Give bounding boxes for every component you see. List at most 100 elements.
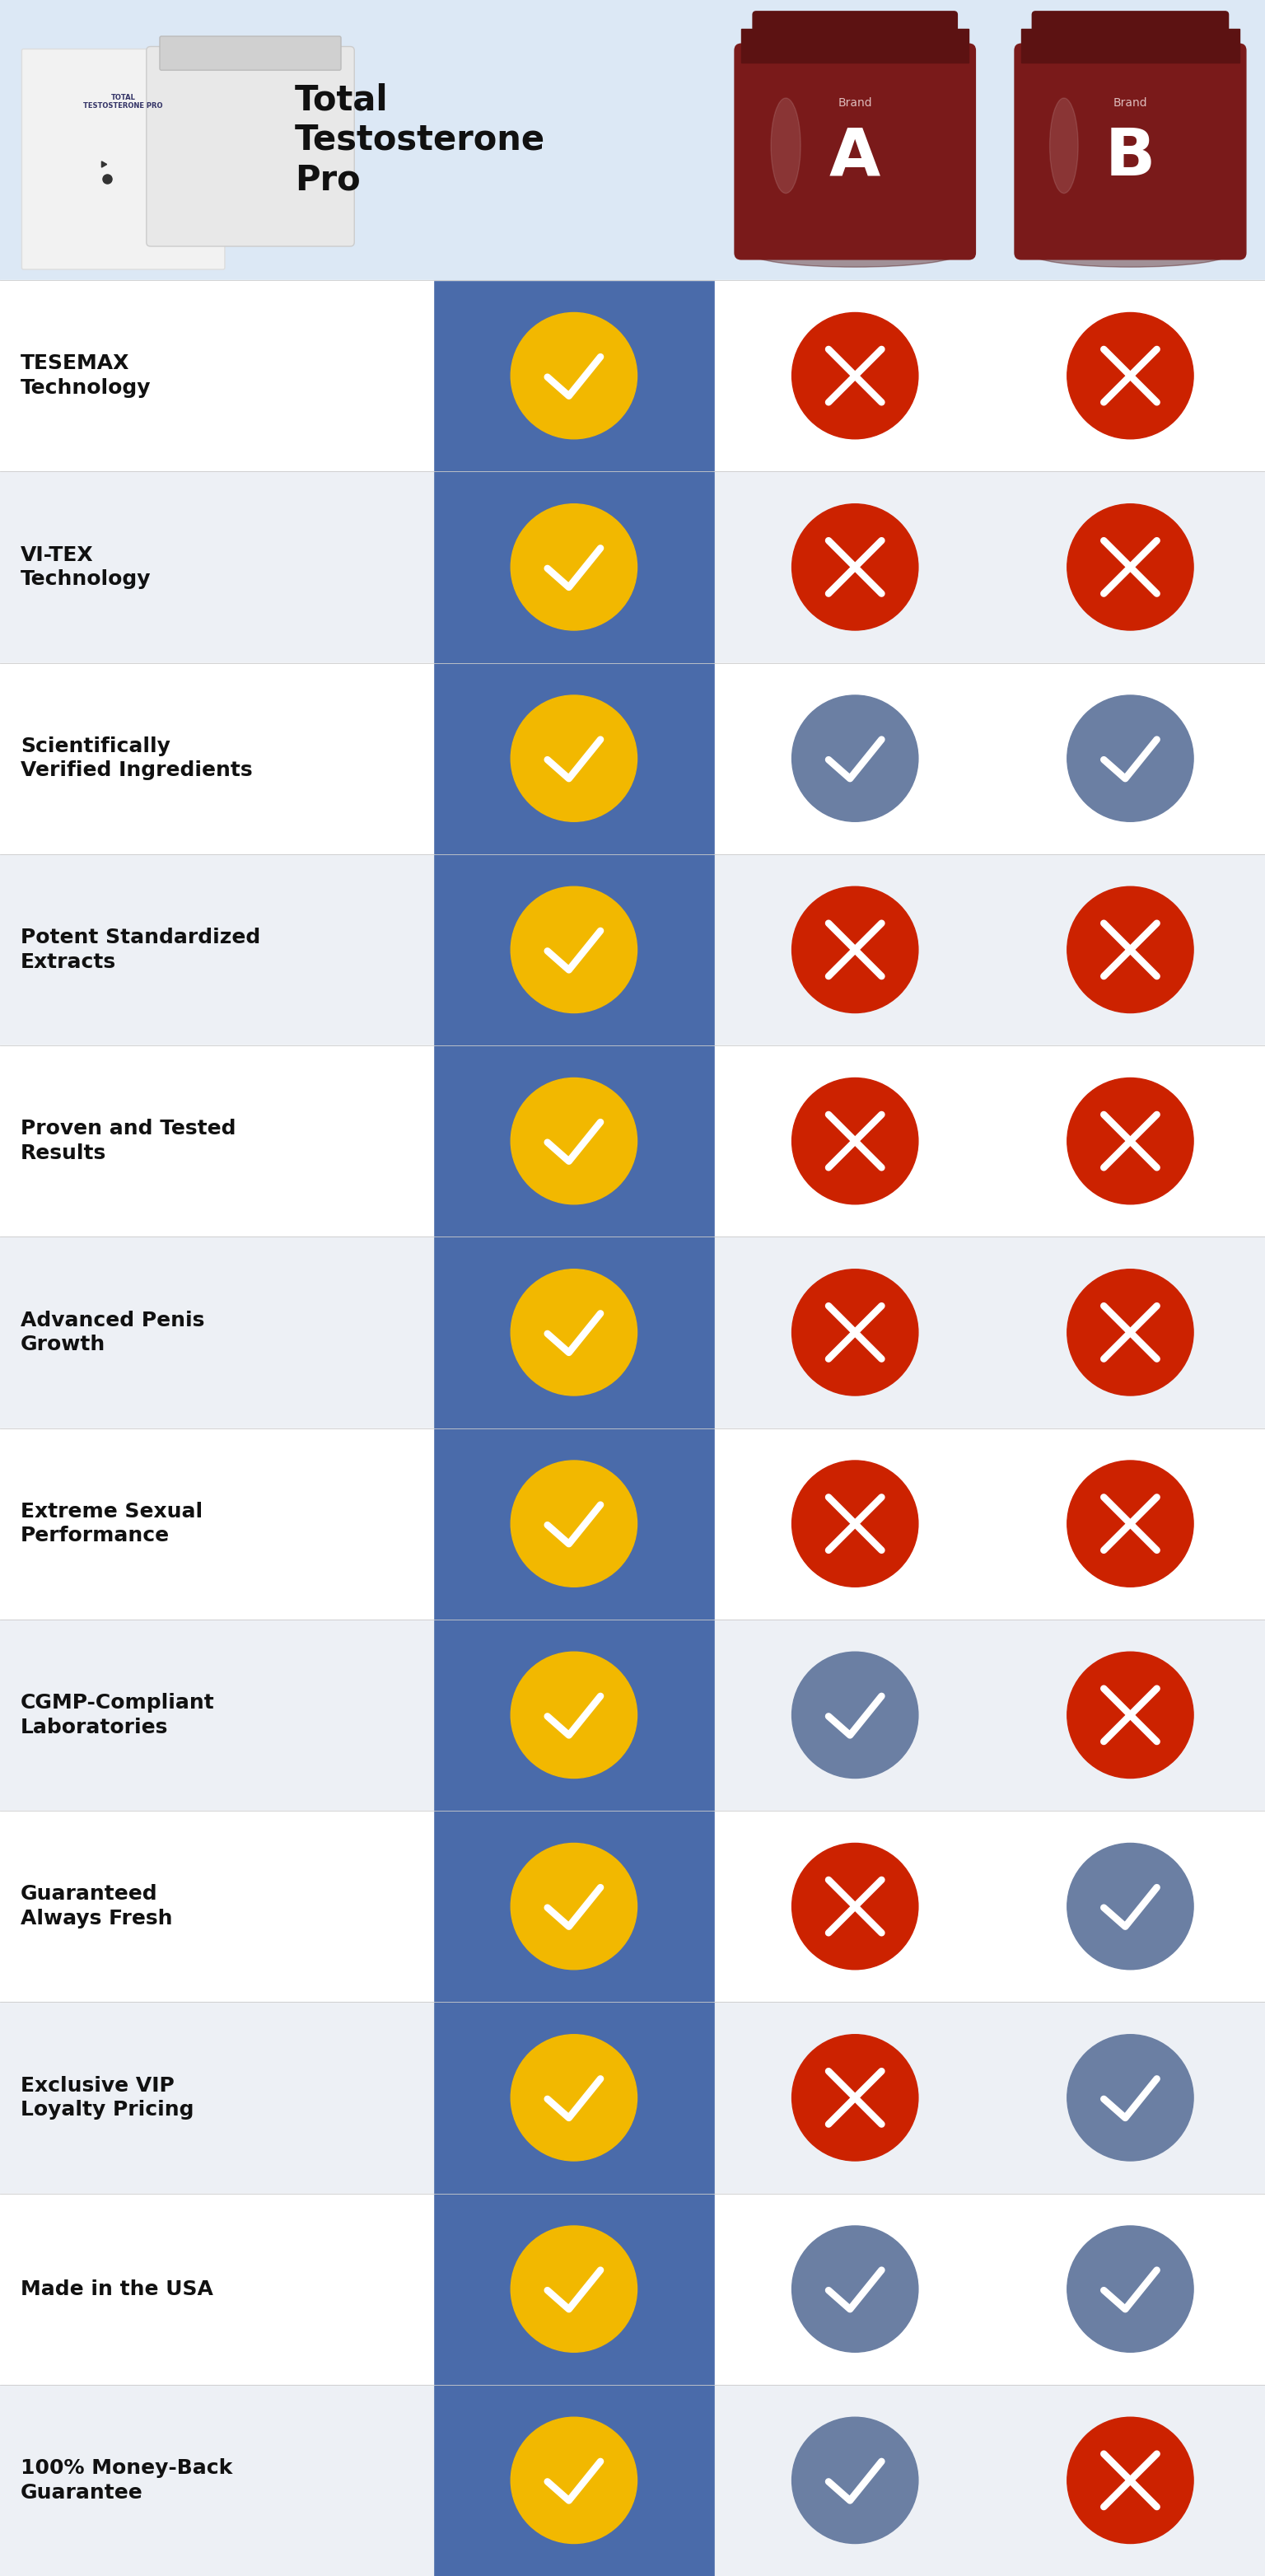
FancyBboxPatch shape (0, 471, 434, 662)
Circle shape (511, 1651, 638, 1777)
FancyBboxPatch shape (996, 1427, 1265, 1620)
Text: Made in the USA: Made in the USA (20, 2280, 214, 2298)
FancyBboxPatch shape (1015, 44, 1246, 260)
Circle shape (511, 505, 638, 631)
Text: A: A (830, 126, 880, 191)
FancyBboxPatch shape (996, 2385, 1265, 2576)
Circle shape (511, 886, 638, 1012)
Circle shape (1068, 1077, 1193, 1203)
Circle shape (792, 696, 918, 822)
FancyBboxPatch shape (715, 2385, 996, 2576)
FancyBboxPatch shape (996, 1620, 1265, 1811)
Circle shape (792, 2416, 918, 2543)
Circle shape (792, 886, 918, 1012)
Circle shape (511, 696, 638, 822)
FancyBboxPatch shape (0, 0, 1265, 281)
Circle shape (1068, 1270, 1193, 1396)
FancyBboxPatch shape (715, 2192, 996, 2385)
Circle shape (1068, 2416, 1193, 2543)
Circle shape (1068, 2226, 1193, 2352)
FancyBboxPatch shape (735, 44, 975, 260)
Text: Proven and Tested
Results: Proven and Tested Results (20, 1118, 237, 1164)
FancyBboxPatch shape (753, 10, 958, 49)
FancyBboxPatch shape (715, 855, 996, 1046)
Text: Guaranteed
Always Fresh: Guaranteed Always Fresh (20, 1883, 172, 1929)
FancyBboxPatch shape (0, 1427, 434, 1620)
Circle shape (511, 1844, 638, 1971)
Circle shape (511, 1461, 638, 1587)
Circle shape (511, 2416, 638, 2543)
FancyBboxPatch shape (715, 1620, 996, 1811)
FancyBboxPatch shape (0, 2002, 434, 2192)
FancyBboxPatch shape (996, 471, 1265, 662)
Circle shape (1068, 886, 1193, 1012)
Text: Total
Testosterone
Pro: Total Testosterone Pro (295, 82, 545, 198)
FancyBboxPatch shape (0, 1046, 434, 1236)
Circle shape (1068, 1461, 1193, 1587)
FancyBboxPatch shape (0, 1811, 434, 2002)
Ellipse shape (750, 240, 960, 268)
Circle shape (511, 1077, 638, 1203)
Text: Potent Standardized
Extracts: Potent Standardized Extracts (20, 927, 261, 971)
Text: Advanced Penis
Growth: Advanced Penis Growth (20, 1311, 205, 1355)
Text: Brand: Brand (837, 98, 872, 108)
Text: Exclusive VIP
Loyalty Pricing: Exclusive VIP Loyalty Pricing (20, 2076, 194, 2120)
Text: VI-TEX
Technology: VI-TEX Technology (20, 546, 151, 590)
Text: Scientifically
Verified Ingredients: Scientifically Verified Ingredients (20, 737, 253, 781)
Circle shape (511, 2226, 638, 2352)
Circle shape (511, 1270, 638, 1396)
Circle shape (1068, 505, 1193, 631)
FancyBboxPatch shape (22, 49, 225, 270)
FancyBboxPatch shape (996, 1046, 1265, 1236)
Circle shape (792, 1651, 918, 1777)
Text: Brand: Brand (1113, 98, 1147, 108)
FancyBboxPatch shape (996, 855, 1265, 1046)
FancyBboxPatch shape (0, 1620, 434, 1811)
FancyBboxPatch shape (715, 662, 996, 855)
Text: TESEMAX
Technology: TESEMAX Technology (20, 353, 151, 397)
Circle shape (792, 1077, 918, 1203)
Text: Extreme Sexual
Performance: Extreme Sexual Performance (20, 1502, 202, 1546)
FancyBboxPatch shape (996, 1236, 1265, 1427)
FancyBboxPatch shape (715, 1811, 996, 2002)
Circle shape (1068, 312, 1193, 438)
Circle shape (792, 1270, 918, 1396)
FancyBboxPatch shape (434, 0, 715, 2576)
Text: CGMP-Compliant
Laboratories: CGMP-Compliant Laboratories (20, 1692, 215, 1736)
Circle shape (792, 312, 918, 438)
Text: B: B (1106, 126, 1155, 191)
Circle shape (1068, 2035, 1193, 2161)
Circle shape (1068, 696, 1193, 822)
Ellipse shape (1050, 98, 1078, 193)
FancyBboxPatch shape (0, 2385, 434, 2576)
Circle shape (792, 1461, 918, 1587)
FancyBboxPatch shape (996, 2002, 1265, 2192)
FancyBboxPatch shape (1032, 10, 1228, 49)
FancyBboxPatch shape (996, 2192, 1265, 2385)
FancyBboxPatch shape (715, 471, 996, 662)
Circle shape (792, 505, 918, 631)
FancyBboxPatch shape (996, 1811, 1265, 2002)
FancyBboxPatch shape (996, 662, 1265, 855)
FancyBboxPatch shape (1021, 28, 1240, 62)
FancyBboxPatch shape (159, 36, 342, 70)
FancyBboxPatch shape (0, 662, 434, 855)
Circle shape (792, 2226, 918, 2352)
FancyBboxPatch shape (715, 1236, 996, 1427)
Ellipse shape (770, 98, 801, 193)
FancyBboxPatch shape (715, 1427, 996, 1620)
Circle shape (1068, 1651, 1193, 1777)
FancyBboxPatch shape (996, 281, 1265, 471)
Text: TOTAL
TESTOSTERONE PRO: TOTAL TESTOSTERONE PRO (83, 93, 163, 111)
Text: 100% Money-Back
Guarantee: 100% Money-Back Guarantee (20, 2458, 233, 2501)
Circle shape (792, 2035, 918, 2161)
Circle shape (511, 2035, 638, 2161)
FancyBboxPatch shape (0, 2192, 434, 2385)
Ellipse shape (1030, 240, 1231, 268)
FancyBboxPatch shape (715, 2002, 996, 2192)
Circle shape (792, 1844, 918, 1971)
Circle shape (1068, 1844, 1193, 1971)
FancyBboxPatch shape (0, 1236, 434, 1427)
FancyBboxPatch shape (147, 46, 354, 247)
FancyBboxPatch shape (0, 281, 434, 471)
